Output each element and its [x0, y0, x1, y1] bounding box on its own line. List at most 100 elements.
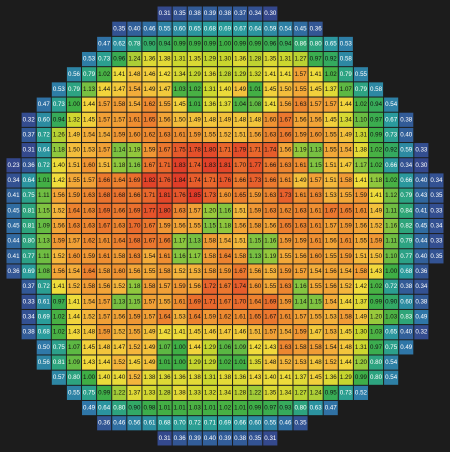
- die-value: 1.52: [325, 359, 338, 366]
- die-value: 1.84: [174, 177, 187, 184]
- die-cell: [414, 218, 429, 234]
- die-cell: [338, 279, 353, 294]
- die-cell: [368, 325, 384, 340]
- die-value: 1.11: [38, 192, 50, 199]
- die-cell: [399, 203, 414, 218]
- die-value: 0.33: [23, 298, 36, 305]
- die-value: 1.59: [279, 298, 292, 305]
- die-cell: [82, 188, 97, 203]
- die-value: 1.30: [355, 329, 368, 336]
- die-value: 1.18: [53, 147, 66, 154]
- die-cell: [414, 173, 429, 188]
- die-value: 1.03: [189, 405, 202, 412]
- die-value: 1.43: [370, 268, 383, 275]
- die-cell: [142, 385, 157, 400]
- die-value: 0.99: [370, 298, 383, 305]
- die-cell: [142, 325, 157, 340]
- die-cell: [217, 340, 233, 355]
- die-value: 1.74: [189, 162, 202, 169]
- die-value: 0.38: [400, 283, 413, 290]
- die-cell: [51, 279, 66, 294]
- die-value: 1.36: [234, 374, 247, 381]
- die-cell: [127, 416, 142, 431]
- die-value: 0.64: [38, 147, 51, 154]
- die-value: 0.99: [234, 40, 247, 47]
- die-cell: [187, 67, 202, 82]
- die-value: 1.66: [279, 131, 292, 138]
- die-value: 1.61: [98, 238, 111, 245]
- die-value: 1.57: [98, 298, 111, 305]
- die-cell: [308, 264, 323, 279]
- die-cell: [112, 234, 127, 249]
- die-cell: [338, 188, 353, 203]
- die-value: 1.49: [143, 344, 156, 351]
- die-cell: [187, 431, 202, 446]
- die-value: 1.31: [279, 56, 292, 63]
- die-value: 1.41: [53, 283, 66, 290]
- die-cell: [127, 264, 142, 279]
- die-cell: [172, 21, 187, 36]
- die-value: 1.36: [325, 374, 338, 381]
- die-cell: [82, 173, 97, 188]
- die-value: 1.49: [143, 359, 156, 366]
- die-value: 1.44: [340, 359, 353, 366]
- die-cell: [429, 249, 444, 264]
- die-value: 0.54: [385, 101, 398, 108]
- die-value: 1.36: [234, 56, 247, 63]
- die-value: 1.45: [310, 86, 323, 93]
- die-cell: [82, 82, 97, 97]
- die-value: 1.56: [159, 116, 172, 123]
- die-value: 1.15: [38, 207, 51, 214]
- die-cell: [308, 158, 323, 173]
- die-cell: [353, 112, 368, 127]
- die-value: 0.99: [370, 131, 383, 138]
- die-value: 0.72: [38, 131, 51, 138]
- die-value: 0.31: [264, 435, 277, 442]
- die-cell: [308, 355, 323, 370]
- die-cell: [248, 370, 263, 385]
- die-value: 0.72: [385, 283, 398, 290]
- die-cell: [21, 173, 36, 188]
- die-value: 1.43: [83, 359, 96, 366]
- die-cell: [127, 67, 142, 82]
- die-value: 0.64: [249, 25, 262, 32]
- die-value: 1.59: [249, 207, 262, 214]
- die-value: 1.20: [355, 359, 368, 366]
- die-cell: [293, 400, 308, 416]
- die-cell: [187, 203, 202, 218]
- die-cell: [323, 340, 338, 355]
- die-value: 0.60: [38, 116, 51, 123]
- die-value: 1.57: [83, 177, 96, 184]
- die-value: 0.44: [8, 238, 21, 245]
- die-cell: [263, 203, 278, 218]
- die-value: 1.16: [174, 253, 187, 260]
- die-value: 1.55: [325, 147, 338, 154]
- die-value: 1.57: [294, 268, 307, 275]
- die-value: 0.30: [415, 162, 428, 169]
- die-cell: [263, 309, 278, 325]
- die-cell: [384, 218, 399, 234]
- die-value: 0.37: [23, 283, 36, 290]
- die-value: 0.67: [234, 25, 247, 32]
- die-value: 0.47: [325, 405, 338, 412]
- die-cell: [248, 67, 263, 82]
- die-cell: [82, 234, 97, 249]
- die-value: 1.71: [159, 162, 172, 169]
- die-value: 1.52: [113, 283, 126, 290]
- die-value: 0.66: [385, 162, 398, 169]
- die-cell: [217, 355, 233, 370]
- die-value: 1.34: [340, 116, 353, 123]
- die-value: 1.36: [159, 374, 172, 381]
- die-value: 1.56: [325, 238, 338, 245]
- die-value: 1.44: [83, 101, 96, 108]
- die-value: 0.45: [294, 25, 307, 32]
- die-value: 1.02: [370, 147, 383, 154]
- die-cell: [248, 279, 263, 294]
- die-cell: [368, 294, 384, 309]
- die-value: 1.54: [68, 268, 81, 275]
- die-cell: [51, 112, 66, 127]
- die-value: 0.97: [310, 56, 323, 63]
- die-value: 0.30: [264, 10, 277, 17]
- die-value: 1.71: [143, 192, 156, 199]
- die-cell: [112, 143, 127, 158]
